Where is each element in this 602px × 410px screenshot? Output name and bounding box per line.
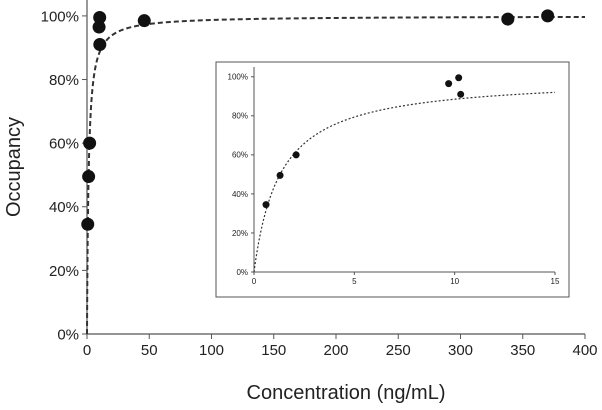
inset-data-point [457,90,465,98]
main-y-axis-title: Occupancy [3,117,25,217]
main-data-point [93,38,107,52]
main-data-point [83,136,97,150]
main-data-point [81,217,95,231]
inset-x-tick-label: 0 [252,277,257,286]
main-y-tick-label: 20% [49,263,79,280]
main-data-point [92,20,106,34]
main-data-point [501,12,515,26]
inset-y-tick-label: 20% [232,229,248,238]
main-y-tick-label: 100% [41,8,79,25]
main-data-point [93,10,107,24]
inset-x-tick-label: 5 [352,277,357,286]
main-x-tick-label: 400 [572,342,597,359]
main-x-tick-label: 0 [83,342,91,359]
inset-y-tick-label: 100% [228,73,248,82]
main-x-tick-label: 350 [510,342,535,359]
inset-data-point [292,151,300,159]
main-data-point [82,170,96,184]
main-x-tick-label: 200 [323,342,348,359]
inset-y-tick-label: 40% [232,190,248,199]
main-data-point [541,9,555,23]
main-x-axis-title: Concentration (ng/mL) [247,382,446,404]
main-y-tick-label: 60% [49,136,79,153]
main-x-tick-label: 250 [386,342,411,359]
main-fit-curve [86,15,585,334]
main-y-tick-label: 80% [49,72,79,89]
inset-fit-curve [253,91,556,273]
inset-y-tick-label: 0% [236,268,248,277]
main-x-tick-label: 300 [448,342,473,359]
main-y-tick-label: 0% [57,326,79,343]
inset-x-tick-label: 15 [551,277,560,286]
main-data-point [137,14,151,28]
inset-x-tick-label: 10 [450,277,459,286]
inset-data-point [455,74,463,82]
main-x-tick-label: 100 [199,342,224,359]
main-x-tick-label: 50 [141,342,158,359]
inset-y-tick-label: 60% [232,151,248,160]
inset-y-tick-label: 80% [232,112,248,121]
inset-data-point [262,201,270,209]
main-y-tick-label: 40% [49,199,79,216]
inset-data-point [445,80,453,88]
inset-panel-frame [215,61,570,298]
inset-data-point [276,171,284,179]
main-x-tick-label: 150 [261,342,286,359]
